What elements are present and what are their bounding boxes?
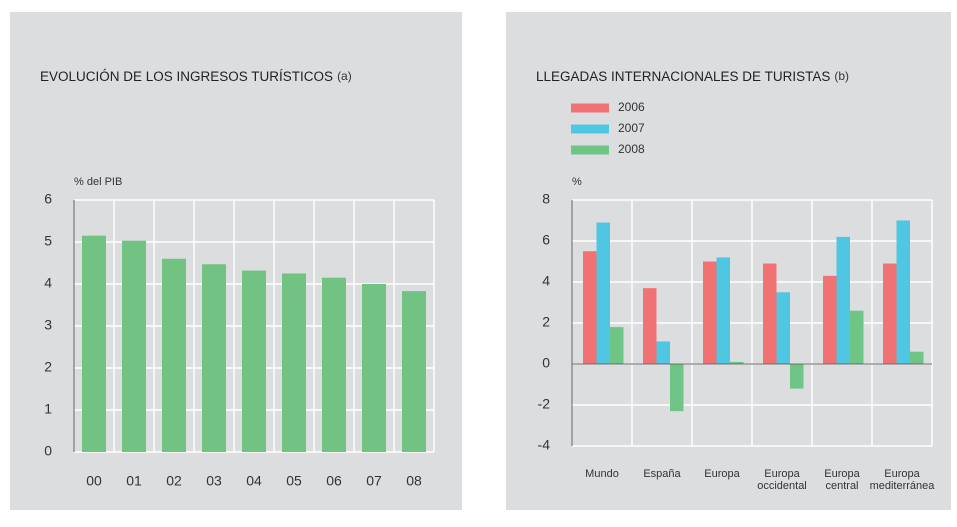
x-tick-label: 04 <box>246 473 262 489</box>
chart-title: EVOLUCIÓN DE LOS INGRESOS TURÍSTICOS (a) <box>40 69 352 84</box>
y-tick-label: 6 <box>542 232 550 248</box>
chart-title: LLEGADAS INTERNACIONALES DE TURISTAS (b) <box>536 69 849 84</box>
bar <box>896 220 910 364</box>
bar <box>322 277 346 452</box>
y-axis-label: % <box>572 176 582 188</box>
y-tick-label: 0 <box>542 355 550 371</box>
x-tick-label: 08 <box>406 473 422 489</box>
x-tick-label: 06 <box>326 473 342 489</box>
x-tick-label: Europa <box>884 468 920 480</box>
bar <box>670 364 684 412</box>
bar <box>162 258 186 452</box>
bar <box>242 270 266 452</box>
title-main: LLEGADAS INTERNACIONALES DE TURISTAS <box>536 69 830 84</box>
x-tick-label: 05 <box>286 473 302 489</box>
y-tick-label: 4 <box>44 275 52 291</box>
y-tick-label: 2 <box>542 314 550 330</box>
bar <box>776 292 790 364</box>
title-note: (b) <box>834 69 849 83</box>
x-tick-label: Europa <box>704 468 740 480</box>
bar <box>583 251 597 364</box>
bar <box>883 263 897 364</box>
bar <box>716 257 730 364</box>
x-tick-label: 03 <box>206 473 222 489</box>
x-tick-label: España <box>643 468 681 480</box>
bar <box>202 264 226 452</box>
x-tick-label: 07 <box>366 473 382 489</box>
title-note: (a) <box>337 69 352 83</box>
bar <box>910 351 924 364</box>
x-tick-label: 01 <box>126 473 142 489</box>
y-tick-label: -2 <box>538 396 551 412</box>
legend-label: 2007 <box>618 121 645 135</box>
x-tick-label: Europa <box>764 468 800 480</box>
bar <box>790 364 804 389</box>
y-tick-label: 5 <box>44 233 52 249</box>
title-main: EVOLUCIÓN DE LOS INGRESOS TURÍSTICOS <box>40 69 333 84</box>
legend-swatch <box>571 103 609 113</box>
bar <box>282 273 306 452</box>
legend-swatch <box>571 124 609 134</box>
x-tick-label: Mundo <box>585 468 619 480</box>
y-tick-label: 0 <box>44 443 52 459</box>
bar <box>656 341 670 364</box>
bar <box>122 240 146 452</box>
y-tick-label: 8 <box>542 191 550 207</box>
bar <box>730 361 744 364</box>
x-tick-label: 00 <box>86 473 102 489</box>
y-axis-label: % del PIB <box>74 176 122 188</box>
y-tick-label: 2 <box>44 359 52 375</box>
legend-label: 2006 <box>618 100 645 114</box>
legend-label: 2008 <box>618 142 645 156</box>
bar <box>823 275 837 364</box>
y-tick-label: 1 <box>44 401 52 417</box>
bar <box>836 236 850 364</box>
bar <box>596 222 610 364</box>
y-tick-label: 6 <box>44 191 52 207</box>
y-tick-label: -4 <box>538 437 551 453</box>
bar <box>362 284 386 452</box>
bar <box>703 261 717 364</box>
bar <box>402 291 426 452</box>
x-tick-label: 02 <box>166 473 182 489</box>
y-tick-label: 4 <box>542 273 550 289</box>
x-tick-label: Europa <box>824 468 860 480</box>
x-tick-label: central <box>825 480 858 492</box>
y-tick-label: 3 <box>44 317 52 333</box>
x-tick-label: occidental <box>757 480 807 492</box>
x-tick-label: mediterránea <box>870 480 936 492</box>
bar <box>643 288 657 364</box>
bar <box>610 327 624 364</box>
bar <box>850 310 864 364</box>
legend-swatch <box>571 145 609 155</box>
bar <box>763 263 777 364</box>
bar <box>82 235 106 452</box>
